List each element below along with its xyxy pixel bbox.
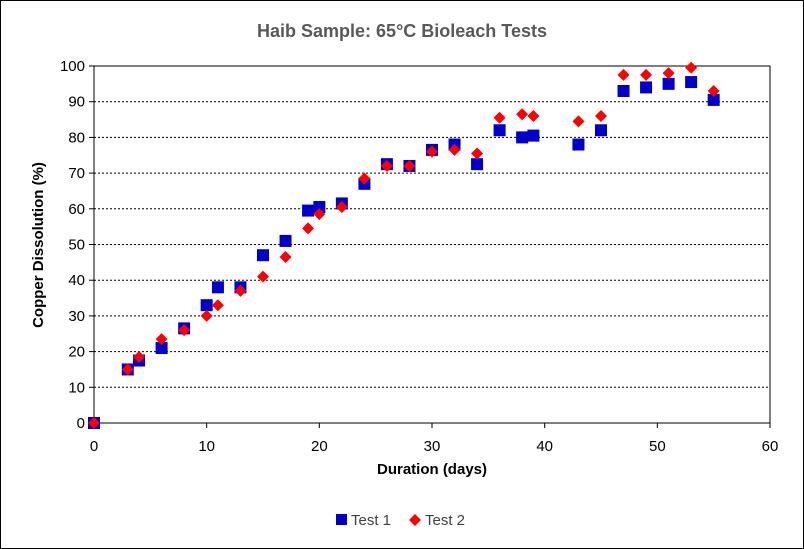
data-point-square xyxy=(707,93,720,106)
y-tick-label: 60 xyxy=(68,201,85,218)
data-point-diamond xyxy=(133,350,146,363)
data-point-square xyxy=(527,129,540,142)
x-tick-label: 30 xyxy=(424,438,441,455)
x-tick-label: 50 xyxy=(649,438,666,455)
data-point-square xyxy=(640,81,653,94)
data-point-diamond xyxy=(279,250,292,263)
data-point-square xyxy=(200,299,213,312)
data-point-diamond xyxy=(707,84,720,97)
data-point-square xyxy=(685,76,698,89)
y-tick-label: 70 xyxy=(68,165,85,182)
data-point-diamond xyxy=(358,172,371,185)
x-tick-labels: 0 10 20 30 40 50 60 xyxy=(90,438,779,455)
y-tick-label: 80 xyxy=(68,129,85,146)
data-point-square xyxy=(155,342,168,355)
data-point-diamond xyxy=(121,363,134,376)
data-point-square xyxy=(279,234,292,247)
chart-title: Haib Sample: 65°C Bioleach Tests xyxy=(257,21,547,41)
data-point-square xyxy=(595,124,607,137)
data-point-diamond xyxy=(257,270,269,283)
y-tick-labels: 0 10 20 30 40 50 60 70 80 90 100 xyxy=(60,58,85,432)
series-test-2 xyxy=(88,61,720,429)
data-point-square xyxy=(257,249,269,262)
data-point-diamond xyxy=(88,417,100,429)
data-point-diamond xyxy=(302,222,315,235)
legend-label-test-2: Test 2 xyxy=(425,512,465,529)
data-point-diamond xyxy=(403,159,416,172)
legend-marker-test-2 xyxy=(409,514,421,526)
y-tick-label: 50 xyxy=(68,237,85,254)
data-point-diamond xyxy=(572,115,585,128)
data-point-diamond xyxy=(685,61,698,74)
data-point-square xyxy=(493,124,506,137)
data-point-diamond xyxy=(234,284,247,297)
y-axis-label: Copper Dissolution (%) xyxy=(30,162,47,328)
data-point-square xyxy=(617,84,630,97)
data-point-square xyxy=(662,77,675,90)
y-tick-label: 0 xyxy=(77,415,85,432)
legend: Test 1 Test 2 xyxy=(336,512,465,529)
data-point-diamond xyxy=(335,201,348,214)
y-tick-label: 30 xyxy=(68,308,85,325)
x-tick-label: 60 xyxy=(762,438,779,455)
legend-marker-test-1 xyxy=(336,514,347,525)
data-point-diamond xyxy=(448,143,461,156)
y-tick-label: 20 xyxy=(68,344,85,361)
data-point-diamond xyxy=(426,145,438,158)
data-point-square xyxy=(211,281,224,294)
data-series xyxy=(88,61,720,429)
data-point-square xyxy=(516,131,529,144)
data-point-diamond xyxy=(617,68,630,81)
data-point-diamond xyxy=(640,68,653,81)
data-point-diamond xyxy=(380,159,393,172)
data-point-diamond xyxy=(200,309,213,322)
data-point-diamond xyxy=(527,109,540,122)
data-point-diamond xyxy=(178,324,191,337)
x-axis-label: Duration (days) xyxy=(377,461,487,478)
data-point-diamond xyxy=(211,299,224,312)
x-tick-label: 20 xyxy=(311,438,328,455)
x-tick-label: 10 xyxy=(198,438,215,455)
data-point-square xyxy=(302,204,315,217)
data-point-diamond xyxy=(662,67,675,80)
data-point-square xyxy=(471,158,484,171)
x-tick-label: 0 xyxy=(90,438,98,455)
y-tick-label: 10 xyxy=(68,379,85,396)
data-point-diamond xyxy=(493,111,506,124)
data-point-square xyxy=(572,138,585,151)
data-point-diamond xyxy=(595,109,607,122)
data-point-diamond xyxy=(471,147,484,160)
y-tick-label: 90 xyxy=(68,94,85,111)
gridlines xyxy=(89,65,771,428)
y-tick-label: 40 xyxy=(68,272,85,289)
data-point-diamond xyxy=(155,333,168,346)
x-tick-label: 40 xyxy=(536,438,553,455)
y-tick-label: 100 xyxy=(60,58,85,75)
data-point-diamond xyxy=(516,108,529,121)
legend-label-test-1: Test 1 xyxy=(351,512,391,529)
data-point-square xyxy=(313,201,326,214)
data-point-diamond xyxy=(313,208,326,221)
